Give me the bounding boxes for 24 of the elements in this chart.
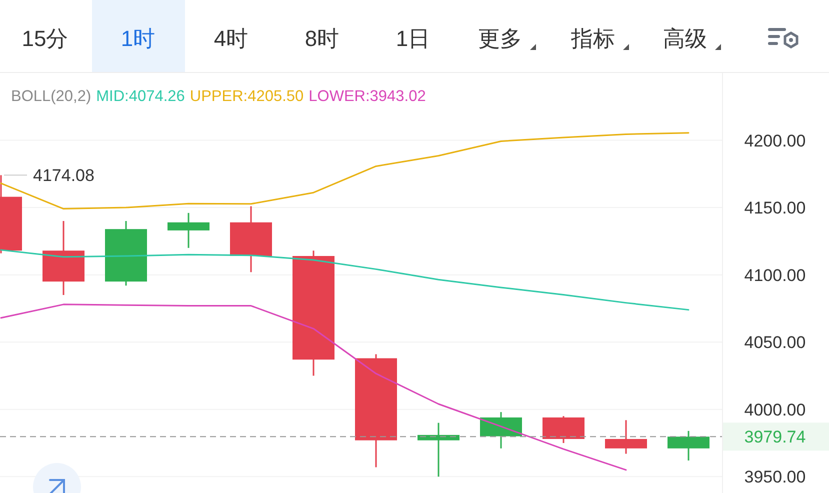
y-tick-label: 4100.00: [744, 266, 806, 285]
y-tick-label: 3950.00: [744, 468, 806, 487]
text: BOLL(20,2): [11, 88, 92, 105]
text: LOWER:3943.02: [308, 88, 426, 105]
y-tick-label: 4150.00: [744, 198, 806, 218]
y-tick-label: 4200.00: [744, 131, 806, 150]
text: 更多: [478, 26, 522, 51]
text: 15分: [22, 26, 68, 51]
text: 1日: [396, 26, 430, 51]
line-series: [0, 304, 627, 471]
y-tick-label: 4000.00: [744, 400, 806, 420]
text: 1时: [120, 26, 156, 51]
text: 8时: [304, 26, 340, 51]
candlestick: [418, 422, 460, 478]
annotation: 4174.08: [33, 166, 94, 186]
y-tick-label: 4050.00: [744, 333, 806, 352]
text: UPPER:4205.50: [190, 88, 304, 105]
ref-line-label: 3979.74: [744, 428, 806, 447]
text: 指标: [570, 26, 615, 51]
text: 4时: [214, 26, 248, 51]
line-series: [0, 132, 690, 210]
text: 高级: [663, 26, 707, 51]
line-series: [0, 249, 690, 311]
text: MID:4074.26: [96, 88, 185, 105]
